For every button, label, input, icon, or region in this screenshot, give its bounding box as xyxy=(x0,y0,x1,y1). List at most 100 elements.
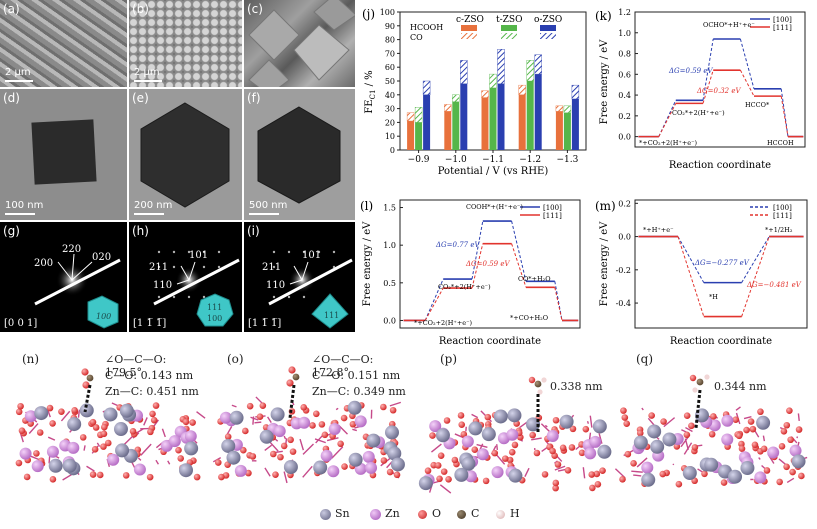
annotation: CO₂*+2(H⁺+e⁻) xyxy=(672,109,725,117)
tin-atom xyxy=(67,417,82,432)
tin-atom xyxy=(633,435,648,450)
spot-label: 211 xyxy=(262,262,281,273)
oxygen-atom xyxy=(683,431,691,439)
oxygen-atom xyxy=(594,480,602,488)
distance-line xyxy=(694,389,702,429)
oxygen-atom xyxy=(735,432,743,440)
y-axis-label: FEC1 / % xyxy=(364,70,377,113)
bar-hcooh xyxy=(452,101,460,150)
bond xyxy=(196,411,206,419)
annotation: HCCOH xyxy=(767,139,794,147)
scalebar xyxy=(249,213,279,215)
zinc-atom xyxy=(31,460,44,473)
annotation: ΔG=0.32 eV xyxy=(696,87,741,95)
tin-atom xyxy=(461,456,476,471)
bond xyxy=(589,415,593,428)
zone-axis: [1 1̅ 1̅] xyxy=(248,318,281,329)
oxygen-atom xyxy=(259,402,267,409)
oxygen-atom xyxy=(277,453,284,461)
oxygen-atom xyxy=(122,472,130,479)
zinc-atom xyxy=(754,471,767,484)
tin-atom xyxy=(347,400,362,415)
fe-bar-chart: (j) 0 10 20 30 40 50 60 70 80 90 100 −0.9 −1.0 −1.1 −… xyxy=(362,7,587,177)
structure-panel-n: (n) ∠O—C—O: 179.5° C—O: 0.143 nm Zn—C: 0… xyxy=(0,350,205,500)
legend-t-zso: t-ZSO xyxy=(496,15,522,25)
panel-label: (o) xyxy=(227,352,244,366)
oxygen-atom xyxy=(434,462,442,469)
zinc-atom xyxy=(328,422,341,435)
oxygen-atom xyxy=(340,414,348,422)
oxygen-atom xyxy=(82,381,90,389)
oxygen-atom xyxy=(440,468,448,475)
oxygen-atom xyxy=(787,436,794,444)
facet-label: 100 xyxy=(207,314,222,323)
y-tick-label: 0 xyxy=(390,146,395,155)
cube-particle xyxy=(31,119,97,185)
carbon-atom xyxy=(86,374,94,382)
oxygen-atom xyxy=(96,471,104,479)
zone-axis: [1 1̅ 1̅] xyxy=(133,318,166,329)
oxygen-atom xyxy=(533,449,541,457)
oxygen-atom xyxy=(349,420,357,428)
y-axis-label: Free energy / eV xyxy=(599,39,610,124)
distance-label: 0.344 nm xyxy=(714,380,767,393)
tin-atom xyxy=(113,422,128,437)
panel-label: (n) xyxy=(22,352,40,366)
zinc-atom xyxy=(589,435,602,448)
tem-image-e: (e) 200 nm xyxy=(129,89,242,220)
bond xyxy=(335,407,339,411)
oxygen-atom xyxy=(71,407,78,414)
x-tick-label: −1.1 xyxy=(482,155,504,165)
panel-label: (d) xyxy=(3,91,20,105)
tin-atom xyxy=(348,452,363,467)
bond xyxy=(83,445,86,451)
bond xyxy=(137,457,142,461)
legend-c: C xyxy=(471,507,480,520)
oxygen-atom xyxy=(491,449,499,457)
oxygen-atom xyxy=(286,379,294,387)
bond xyxy=(641,407,644,411)
oxygen-atom xyxy=(747,418,755,425)
tin-atom xyxy=(366,433,381,448)
sem-image-c: (c) xyxy=(244,0,355,87)
legend-sn: Sn xyxy=(335,507,350,520)
tin-atom xyxy=(647,424,662,439)
energy-connector xyxy=(471,243,484,289)
y-axis-label: Free energy / eV xyxy=(599,221,610,306)
oxygen-atom xyxy=(256,413,264,420)
bond xyxy=(586,420,590,424)
bond xyxy=(299,438,305,451)
scalebar-label: 100 nm xyxy=(5,200,44,211)
tin-atom xyxy=(313,460,328,475)
oxygen-atom xyxy=(437,452,445,459)
tin-atom xyxy=(641,472,656,487)
zinc-atom xyxy=(320,449,333,462)
bond xyxy=(496,444,499,451)
scalebar-label: 500 nm xyxy=(249,200,288,211)
oxygen-atom xyxy=(582,425,590,433)
annotation: *+CO₂+2(H⁺+e⁻) xyxy=(414,319,473,327)
oxygen-atom xyxy=(457,412,465,419)
tin-atom xyxy=(418,476,433,491)
spot-label: 200 xyxy=(34,258,53,269)
oxygen-atom xyxy=(780,427,788,435)
legend: [100] [111] xyxy=(750,204,792,220)
y-tick-label: 60 xyxy=(385,63,395,72)
energy-connector xyxy=(741,236,770,317)
energy-connector xyxy=(511,220,527,282)
annotation: COOH*+(H⁺+e⁻) xyxy=(466,203,523,211)
panel-label: (m) xyxy=(595,199,616,213)
tin-atom xyxy=(650,439,665,454)
annotation: CO₂*+2(H⁺+e⁻) xyxy=(438,283,491,291)
bar-hcooh xyxy=(563,112,571,150)
oxygen-atom xyxy=(564,467,572,474)
bar-hcooh xyxy=(489,87,497,150)
zinc-atom xyxy=(461,435,474,448)
oxygen-atom xyxy=(621,414,629,421)
energy-connector xyxy=(780,88,789,137)
annotation: *+CO+H₂O xyxy=(510,314,548,322)
spot-label: 020 xyxy=(92,252,111,263)
panel-label: (f) xyxy=(247,91,261,105)
oxygen-atom xyxy=(501,455,509,462)
bar-co xyxy=(571,84,580,100)
